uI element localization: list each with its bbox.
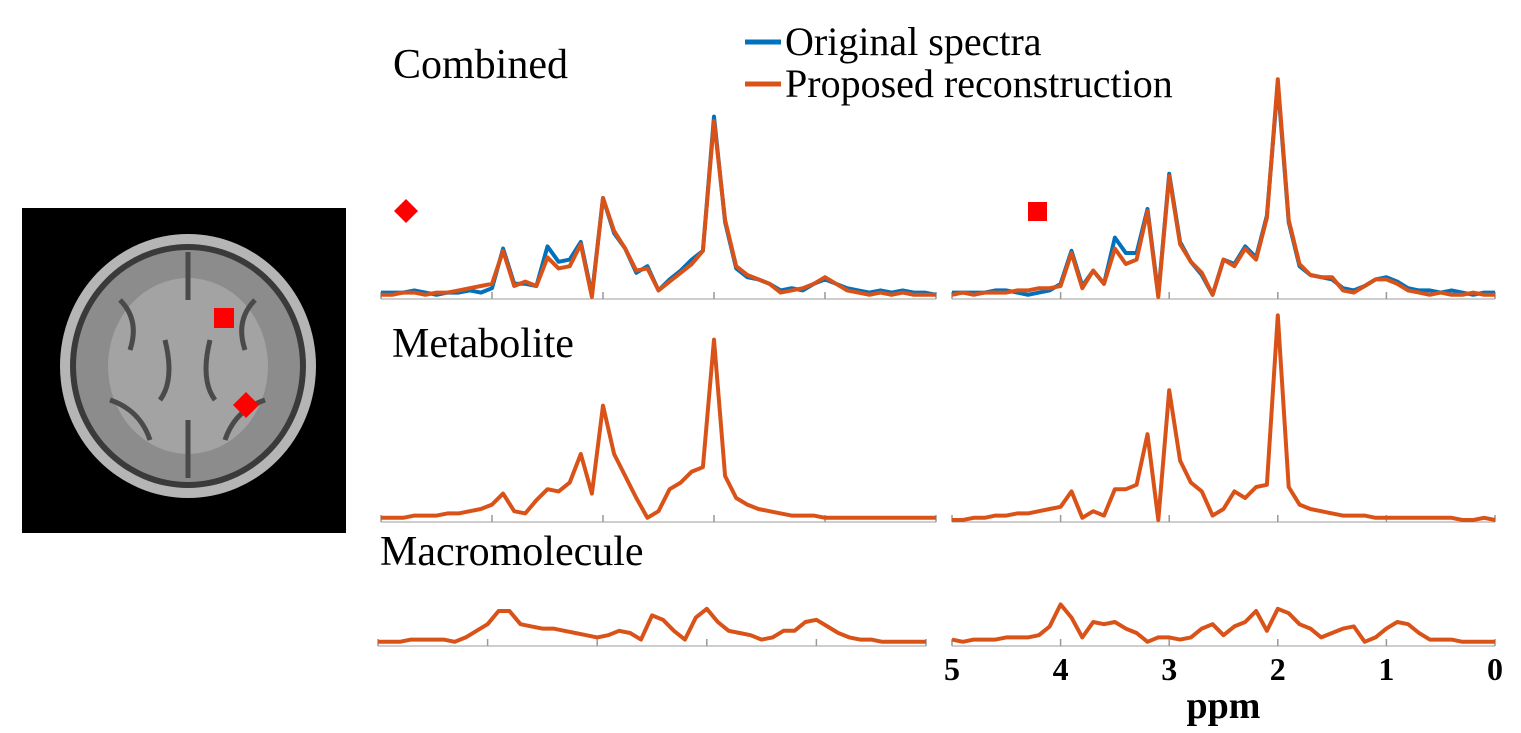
spectrum-line — [952, 313, 1496, 522]
legend-label: Original spectra — [785, 19, 1042, 64]
x-tick-label: 2 — [1270, 651, 1286, 687]
spectrum-line — [381, 114, 937, 297]
brain-image — [22, 208, 346, 533]
x-axis-label: ppm — [1187, 685, 1261, 727]
plots: Combined Metabolite Macromolecule 5 4 3 2 1 0 ppm… — [377, 19, 1503, 727]
spectrum-line — [381, 337, 936, 520]
spectrum-line — [951, 77, 1495, 299]
x-tick-label: 3 — [1161, 651, 1177, 687]
panel-title: Combined — [393, 42, 568, 88]
x-tick-label: 1 — [1378, 651, 1394, 687]
diamond-marker — [233, 392, 259, 418]
spectrum-line — [951, 602, 1495, 644]
diamond-marker — [394, 199, 418, 223]
square-marker — [214, 308, 234, 328]
x-tick-label: 4 — [1053, 651, 1069, 687]
legend-label: Proposed reconstruction — [785, 61, 1173, 106]
x-tick-label: 0 — [1487, 651, 1503, 687]
panel-title: Macromolecule — [380, 529, 644, 575]
spectrum-line — [378, 606, 926, 644]
square-marker — [1028, 202, 1047, 221]
spectrum-line — [381, 119, 936, 299]
x-tick-label: 5 — [944, 651, 960, 687]
sulci — [109, 252, 266, 478]
panel-title: Metabolite — [392, 321, 574, 367]
